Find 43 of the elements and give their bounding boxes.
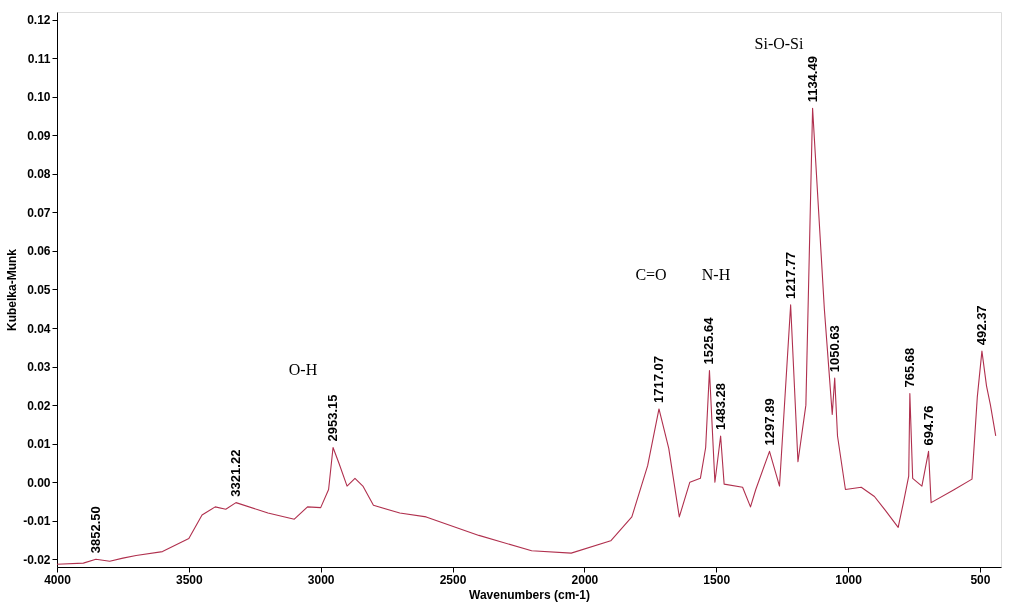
x-tick-label: 1500 <box>703 572 731 587</box>
annotation: 1525.64 <box>701 316 717 365</box>
annotation: 3321.22 <box>227 449 243 497</box>
y-tick-label: 0.09 <box>27 128 51 143</box>
annotation: C=O <box>635 266 667 283</box>
y-tick-label: 0.06 <box>27 244 51 259</box>
annotation: 3852.50 <box>87 506 103 554</box>
y-tick-label: 0.05 <box>27 283 51 297</box>
annotation: 1050.63 <box>826 325 842 373</box>
x-tick-label: 500 <box>970 572 991 587</box>
annotation: 1483.28 <box>712 382 728 430</box>
y-tick-label: -0.02 <box>23 552 51 567</box>
y-tick-label: 0.08 <box>27 167 51 182</box>
x-tick-label: 1000 <box>835 572 863 587</box>
y-tick-label: 0.02 <box>27 398 51 413</box>
y-tick-label: 0.04 <box>27 321 51 336</box>
annotation: 492.37 <box>973 305 989 346</box>
annotation: 2953.15 <box>325 394 341 442</box>
x-tick-label: 2000 <box>571 572 599 587</box>
annotation: N-H <box>701 266 731 283</box>
y-tick-label: 0.00 <box>27 475 51 490</box>
x-tick-label: 3000 <box>307 572 335 587</box>
x-axis-title: Wavenumbers (cm-1) <box>469 587 590 602</box>
annotation: O-H <box>288 361 318 378</box>
y-tick-label: -0.01 <box>23 514 51 529</box>
y-tick-label: 0.01 <box>27 437 51 452</box>
y-tick-label: 0.07 <box>27 205 51 220</box>
x-tick-label: 4000 <box>44 572 72 587</box>
y-tick-label: 0.10 <box>27 90 51 105</box>
line-series <box>57 107 997 565</box>
y-tick-label: 0.03 <box>27 360 51 375</box>
y-tick-label: 0.11 <box>27 51 51 66</box>
annotation: 1297.89 <box>761 398 777 446</box>
annotation: 694.76 <box>920 405 936 446</box>
annotation: 1717.07 <box>650 355 666 403</box>
x-tick-label: 2500 <box>439 572 467 587</box>
y-tick-label: 0.12 <box>27 13 51 28</box>
annotation: 1134.49 <box>804 56 820 103</box>
annotation: 765.68 <box>901 347 917 388</box>
y-axis-title: Kubelka-Munk <box>5 248 20 332</box>
annotation: 1217.77 <box>782 251 798 299</box>
x-tick-label: 3500 <box>175 572 204 587</box>
annotation: Si-O-Si <box>754 35 804 52</box>
